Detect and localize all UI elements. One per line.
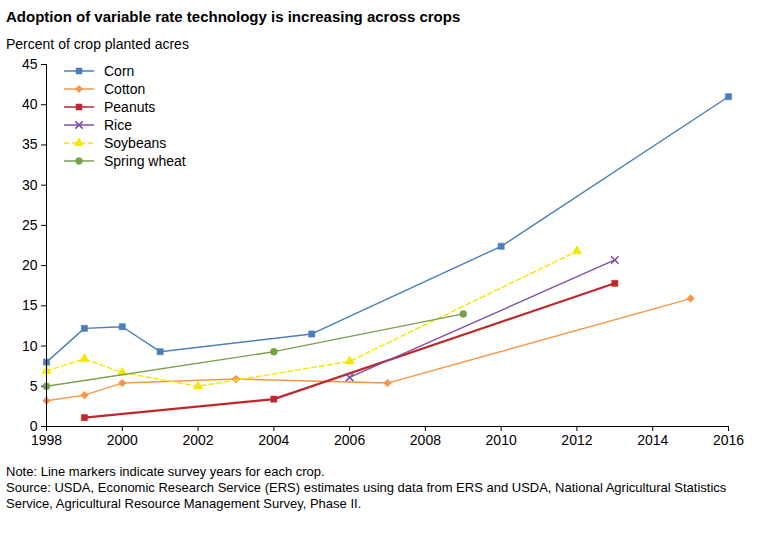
html-text:Note: Line markers indicate su: Note: Line markers indicate survey years… — [6, 464, 325, 479]
svg-text:10: 10 — [22, 338, 38, 354]
html-text:Cotton: Cotton — [104, 81, 146, 97]
svg-text:5: 5 — [30, 378, 38, 394]
html-text:Soybeans: Soybeans — [104, 135, 167, 151]
svg-text:0: 0 — [29, 418, 38, 434]
html-text:Peanuts: Peanuts — [104, 99, 156, 115]
svg-text:2008: 2008 — [410, 432, 441, 448]
html-text:Corn: Corn — [104, 63, 135, 79]
svg-text:2014: 2014 — [637, 432, 668, 448]
svg-text:2000: 2000 — [107, 432, 138, 448]
svg-text:2012: 2012 — [561, 432, 592, 448]
svg-text:2016: 2016 — [713, 432, 744, 448]
html-text:Rice: Rice — [104, 117, 132, 133]
svg-text:20: 20 — [22, 257, 38, 273]
svg-text:35: 35 — [22, 136, 38, 152]
html-text:Percent of crop planted acres: Percent of crop planted acres — [6, 36, 189, 52]
svg-text:15: 15 — [22, 297, 38, 313]
svg-text:2002: 2002 — [182, 432, 213, 448]
svg-text:40: 40 — [22, 96, 38, 112]
svg-text:30: 30 — [22, 177, 38, 193]
svg-text:2006: 2006 — [334, 432, 365, 448]
svg-text:2010: 2010 — [486, 432, 517, 448]
svg-text:45: 45 — [22, 56, 38, 72]
html-text:Adoption of variable rate tech: Adoption of variable rate technology is … — [6, 8, 461, 25]
html-text:Source: USDA, Economic Researc: Source: USDA, Economic Research Service … — [6, 480, 727, 511]
svg-text:25: 25 — [22, 217, 38, 233]
svg-text:2004: 2004 — [258, 432, 289, 448]
svg-text:1998: 1998 — [31, 432, 62, 448]
html-text:Spring wheat: Spring wheat — [104, 153, 186, 169]
